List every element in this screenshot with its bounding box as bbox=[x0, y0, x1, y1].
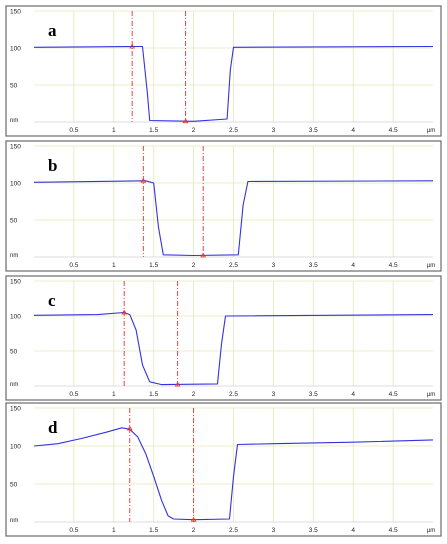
x-tick-label: 0.5 bbox=[69, 391, 78, 398]
x-unit-label: µm bbox=[427, 392, 435, 398]
x-tick-label: 1 bbox=[112, 262, 116, 269]
y-tick-label: 150 bbox=[10, 9, 21, 16]
y-tick-label: 100 bbox=[10, 444, 21, 451]
cursor-marker bbox=[182, 118, 189, 124]
profile-line bbox=[33, 180, 434, 257]
x-tick-label: 1 bbox=[112, 127, 116, 134]
y-tick-label: 150 bbox=[10, 144, 21, 151]
x-tick-label: 3.5 bbox=[309, 262, 318, 269]
x-tick-label: 2 bbox=[192, 127, 196, 134]
x-unit-label: µm bbox=[427, 128, 435, 134]
cursor-marker bbox=[129, 43, 136, 49]
cursor-marker bbox=[190, 516, 197, 522]
y-tick-label: 100 bbox=[10, 314, 21, 321]
cursor-marker bbox=[121, 309, 128, 315]
x-tick-label: 3 bbox=[272, 527, 276, 534]
y-tick-label: 100 bbox=[10, 181, 21, 188]
x-tick-label: 2.5 bbox=[229, 527, 238, 534]
x-tick-label: 1.5 bbox=[149, 527, 158, 534]
panel-letter: b bbox=[48, 156, 57, 175]
x-unit-label: µm bbox=[427, 528, 435, 534]
panel-frame bbox=[5, 5, 442, 137]
panel-letter: c bbox=[48, 291, 56, 310]
cursor-marker bbox=[174, 381, 181, 387]
chart-panel-b: 0.5 1 1.5 2 2.5 3 3.5 4 4.5 µm 50 100 150 nm b bbox=[5, 140, 442, 272]
y-unit-label: nm bbox=[10, 518, 18, 524]
y-tick-label: 150 bbox=[10, 279, 21, 286]
chart-panel-a: 0.5 1 1.5 2 2.5 3 3.5 4 4.5 µm 50 100 150 nm a bbox=[5, 5, 442, 137]
x-tick-label: 2.5 bbox=[229, 262, 238, 269]
x-tick-label: 3.5 bbox=[309, 527, 318, 534]
x-tick-label: 4 bbox=[351, 262, 355, 269]
x-tick-label: 1 bbox=[112, 391, 116, 398]
x-tick-label: 3.5 bbox=[309, 127, 318, 134]
x-tick-label: 2 bbox=[192, 527, 196, 534]
cursor-marker bbox=[200, 252, 207, 258]
y-tick-label: 50 bbox=[10, 218, 18, 225]
x-tick-label: 2 bbox=[192, 391, 196, 398]
profile-line bbox=[33, 311, 434, 386]
x-tick-label: 2.5 bbox=[229, 391, 238, 398]
panel-letter: d bbox=[48, 418, 58, 437]
x-tick-label: 1 bbox=[112, 527, 116, 534]
x-tick-label: 3 bbox=[272, 127, 276, 134]
y-tick-label: 100 bbox=[10, 46, 21, 53]
x-tick-label: 0.5 bbox=[69, 527, 78, 534]
x-tick-label: 1.5 bbox=[149, 127, 158, 134]
x-tick-label: 1.5 bbox=[149, 262, 158, 269]
y-unit-label: nm bbox=[10, 382, 18, 388]
cursor-marker bbox=[140, 178, 147, 183]
panel-frame bbox=[5, 402, 442, 537]
chart-panel-c: 0.5 1 1.5 2 2.5 3 3.5 4 4.5 µm 50 100 150 nm c bbox=[5, 275, 442, 401]
x-tick-label: 4 bbox=[351, 127, 355, 134]
x-tick-label: 0.5 bbox=[69, 127, 78, 134]
x-tick-label: 4 bbox=[351, 527, 355, 534]
x-tick-label: 3.5 bbox=[309, 391, 318, 398]
x-tick-label: 4 bbox=[351, 391, 355, 398]
y-tick-label: 50 bbox=[10, 349, 18, 356]
chart-panel-d: 0.5 1 1.5 2 2.5 3 3.5 4 4.5 µm 50 100 150 nm d bbox=[5, 402, 442, 537]
y-tick-label: 50 bbox=[10, 83, 18, 90]
x-tick-label: 3 bbox=[272, 391, 276, 398]
panel-letter: a bbox=[48, 21, 57, 40]
x-tick-label: 0.5 bbox=[69, 262, 78, 269]
profile-line bbox=[33, 427, 434, 521]
y-tick-label: 50 bbox=[10, 482, 18, 489]
cursor-marker bbox=[126, 425, 133, 431]
panel-frame bbox=[5, 140, 442, 272]
y-unit-label: nm bbox=[10, 253, 18, 259]
profile-line bbox=[33, 45, 434, 122]
y-unit-label: nm bbox=[10, 118, 18, 124]
x-tick-label: 3 bbox=[272, 262, 276, 269]
x-tick-label: 2 bbox=[192, 262, 196, 269]
x-tick-label: 2.5 bbox=[229, 127, 238, 134]
x-tick-label: 1.5 bbox=[149, 391, 158, 398]
y-tick-label: 150 bbox=[10, 406, 21, 413]
panel-frame bbox=[5, 275, 442, 401]
x-tick-label: 4.5 bbox=[389, 527, 398, 534]
x-tick-label: 4.5 bbox=[389, 262, 398, 269]
x-tick-label: 4.5 bbox=[389, 127, 398, 134]
x-tick-label: 4.5 bbox=[389, 391, 398, 398]
x-unit-label: µm bbox=[427, 263, 435, 269]
